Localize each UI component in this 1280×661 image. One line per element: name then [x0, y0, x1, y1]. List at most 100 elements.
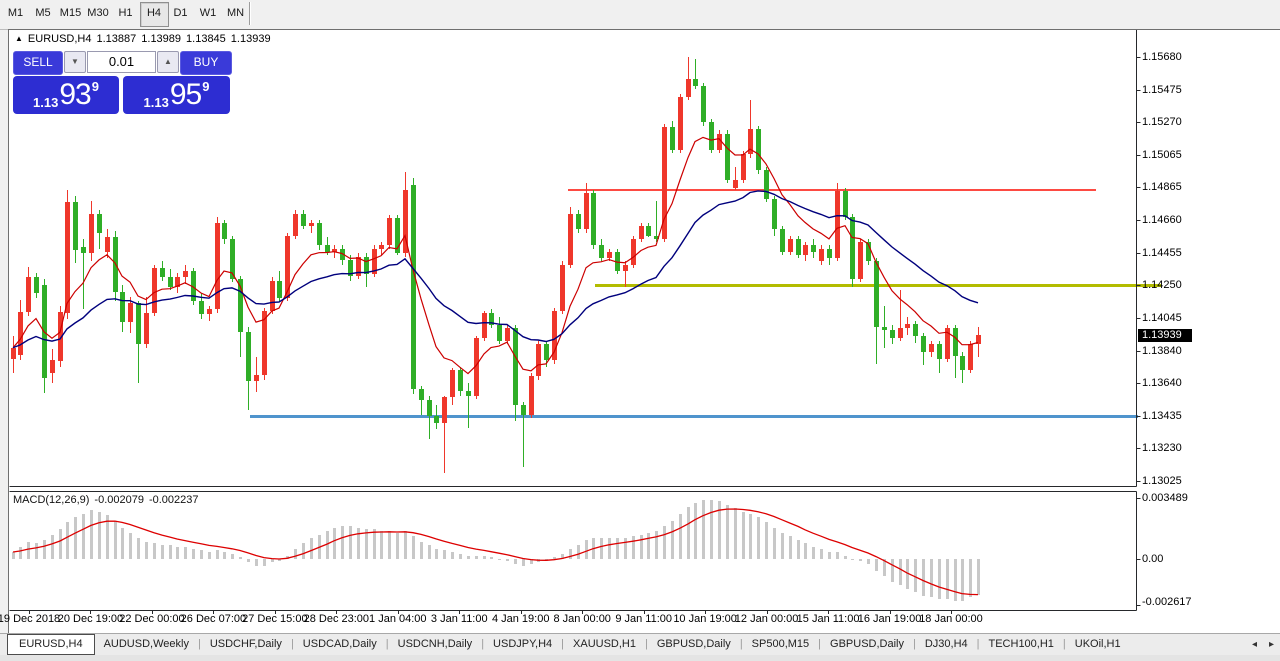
chart-tab-gbpusd-daily[interactable]: GBPUSD,Daily: [830, 638, 904, 650]
macd-histogram-bar: [514, 559, 517, 564]
candle-body: [607, 252, 612, 258]
timeframe-button-M5[interactable]: M5: [35, 7, 51, 19]
timeframe-button-M30[interactable]: M30: [87, 7, 109, 19]
price-chart-canvas[interactable]: [9, 30, 1280, 633]
chart-tab-sp500-m15[interactable]: SP500,M15: [751, 638, 810, 650]
price-tick-label: 1.14045: [1142, 312, 1182, 325]
candle-body: [277, 281, 282, 298]
candle-body: [968, 344, 973, 370]
candle-body: [599, 245, 604, 258]
chart-tab-gbpusd-daily[interactable]: GBPUSD,Daily: [656, 638, 731, 650]
macd-histogram-bar: [192, 549, 195, 559]
price-tick-label: 1.13435: [1142, 409, 1182, 422]
candle-wick: [311, 220, 312, 233]
candle-body: [387, 218, 392, 245]
macd-histogram-bar: [326, 531, 329, 559]
macd-indicator-label: MACD(12,26,9) -0.002079 -0.002237: [13, 494, 204, 506]
sell-price-button[interactable]: 1.13 93 9: [13, 76, 119, 114]
candle-body: [317, 223, 322, 245]
buy-price-button[interactable]: 1.13 95 9: [123, 76, 230, 114]
macd-histogram-bar: [977, 559, 980, 595]
timeframe-button-W1[interactable]: W1: [199, 7, 217, 19]
candle-wick: [735, 167, 736, 190]
timeframe-button-D1[interactable]: D1: [173, 7, 188, 19]
macd-histogram-bar: [946, 559, 949, 599]
tab-separator: |: [912, 638, 916, 650]
candle-body: [309, 223, 314, 226]
horizontal-line-object: [568, 189, 1096, 191]
candle-body: [953, 328, 958, 356]
candle-body: [772, 199, 777, 229]
chart-tab-usdcad-daily[interactable]: USDCAD,Daily: [302, 638, 377, 650]
time-tick-label: 16 Jan 19:00: [857, 613, 922, 625]
tab-separator: |: [290, 638, 294, 650]
price-tick-label: 1.15680: [1142, 51, 1182, 63]
macd-histogram-bar: [961, 559, 964, 601]
volume-increase-button[interactable]: ▲: [157, 51, 179, 73]
macd-histogram-bar: [506, 559, 509, 561]
macd-histogram-bar: [930, 559, 933, 597]
volume-decrease-button[interactable]: ▼: [64, 51, 86, 73]
buy-button[interactable]: BUY: [180, 51, 232, 75]
timeframe-button-MN[interactable]: MN: [226, 7, 245, 19]
macd-histogram-bar: [98, 512, 101, 559]
sell-button[interactable]: SELL: [13, 51, 63, 75]
timeframe-button-H4[interactable]: H4: [139, 2, 169, 27]
candle-body: [379, 245, 384, 249]
candle-body: [403, 190, 408, 253]
candle-body: [325, 245, 330, 252]
chart-tab-dj30-h4[interactable]: DJ30,H4: [924, 638, 968, 650]
chart-tab-audusd-weekly[interactable]: AUDUSD,Weekly: [103, 638, 189, 650]
chart-tab-usdjpy-h4[interactable]: USDJPY,H4: [493, 638, 553, 650]
macd-histogram-bar: [59, 529, 62, 559]
candle-body: [89, 214, 94, 253]
candle-body: [827, 249, 832, 258]
tab-separator: |: [739, 638, 743, 650]
sell-price-big: 93: [59, 78, 91, 111]
candle-body: [160, 268, 165, 277]
macd-histogram-bar: [169, 545, 172, 559]
macd-histogram-bar: [451, 552, 454, 559]
candle-body: [670, 127, 675, 150]
macd-histogram-bar: [789, 536, 792, 559]
macd-histogram-bar: [90, 510, 93, 559]
candle-body: [945, 328, 950, 359]
collapse-panel-icon[interactable]: ▲: [15, 34, 23, 43]
macd-histogram-bar: [145, 542, 148, 559]
chart-tab-usdchf-daily[interactable]: USDCHF,Daily: [209, 638, 282, 650]
timeframe-button-M1[interactable]: M1: [7, 7, 24, 19]
chart-tab-xauusd-h1[interactable]: XAUUSD,H1: [573, 638, 636, 650]
macd-tick-label: 0.003489: [1142, 491, 1188, 504]
time-tick-label: 10 Jan 19:00: [673, 613, 737, 625]
macd-histogram-bar: [483, 556, 486, 559]
macd-histogram-bar: [906, 559, 909, 589]
volume-input[interactable]: 0.01: [87, 51, 156, 73]
macd-histogram-bar: [867, 559, 870, 564]
chart-tab-usdcnh-daily[interactable]: USDCNH,Daily: [397, 638, 473, 650]
macd-histogram-bar: [954, 559, 957, 601]
macd-histogram-bar: [498, 559, 501, 560]
macd-histogram-bar: [66, 522, 69, 559]
candle-body: [701, 86, 706, 122]
candle-body: [693, 79, 698, 86]
chart-tab-tech100-h1[interactable]: TECH100,H1: [988, 638, 1054, 650]
candle-body: [921, 336, 926, 352]
macd-histogram-bar: [286, 556, 289, 559]
low-value: 1.13845: [186, 33, 226, 45]
macd-histogram-bar: [396, 533, 399, 559]
timeframe-button-M15[interactable]: M15: [59, 7, 82, 19]
timeframe-button-H1[interactable]: H1: [118, 7, 133, 19]
chart-tab-eurusd-h4[interactable]: EURUSD,H4: [7, 634, 95, 655]
tab-scroll-left-button[interactable]: ◂: [1251, 639, 1258, 650]
macd-histogram-bar: [765, 522, 768, 559]
macd-histogram-bar: [278, 559, 281, 561]
tab-separator: |: [644, 638, 648, 650]
chart-tab-ukoil-h1[interactable]: UKOil,H1: [1074, 638, 1121, 650]
macd-histogram-bar: [200, 550, 203, 559]
candle-body: [544, 344, 549, 360]
candle-body: [811, 245, 816, 252]
timeframe-toolbar: M1 M5 M15 M30 H1 H4 D1 W1 MN: [0, 0, 1280, 30]
tab-scroll-right-button[interactable]: ▸: [1268, 639, 1275, 650]
candle-body: [144, 313, 149, 344]
candle-body: [741, 154, 746, 180]
